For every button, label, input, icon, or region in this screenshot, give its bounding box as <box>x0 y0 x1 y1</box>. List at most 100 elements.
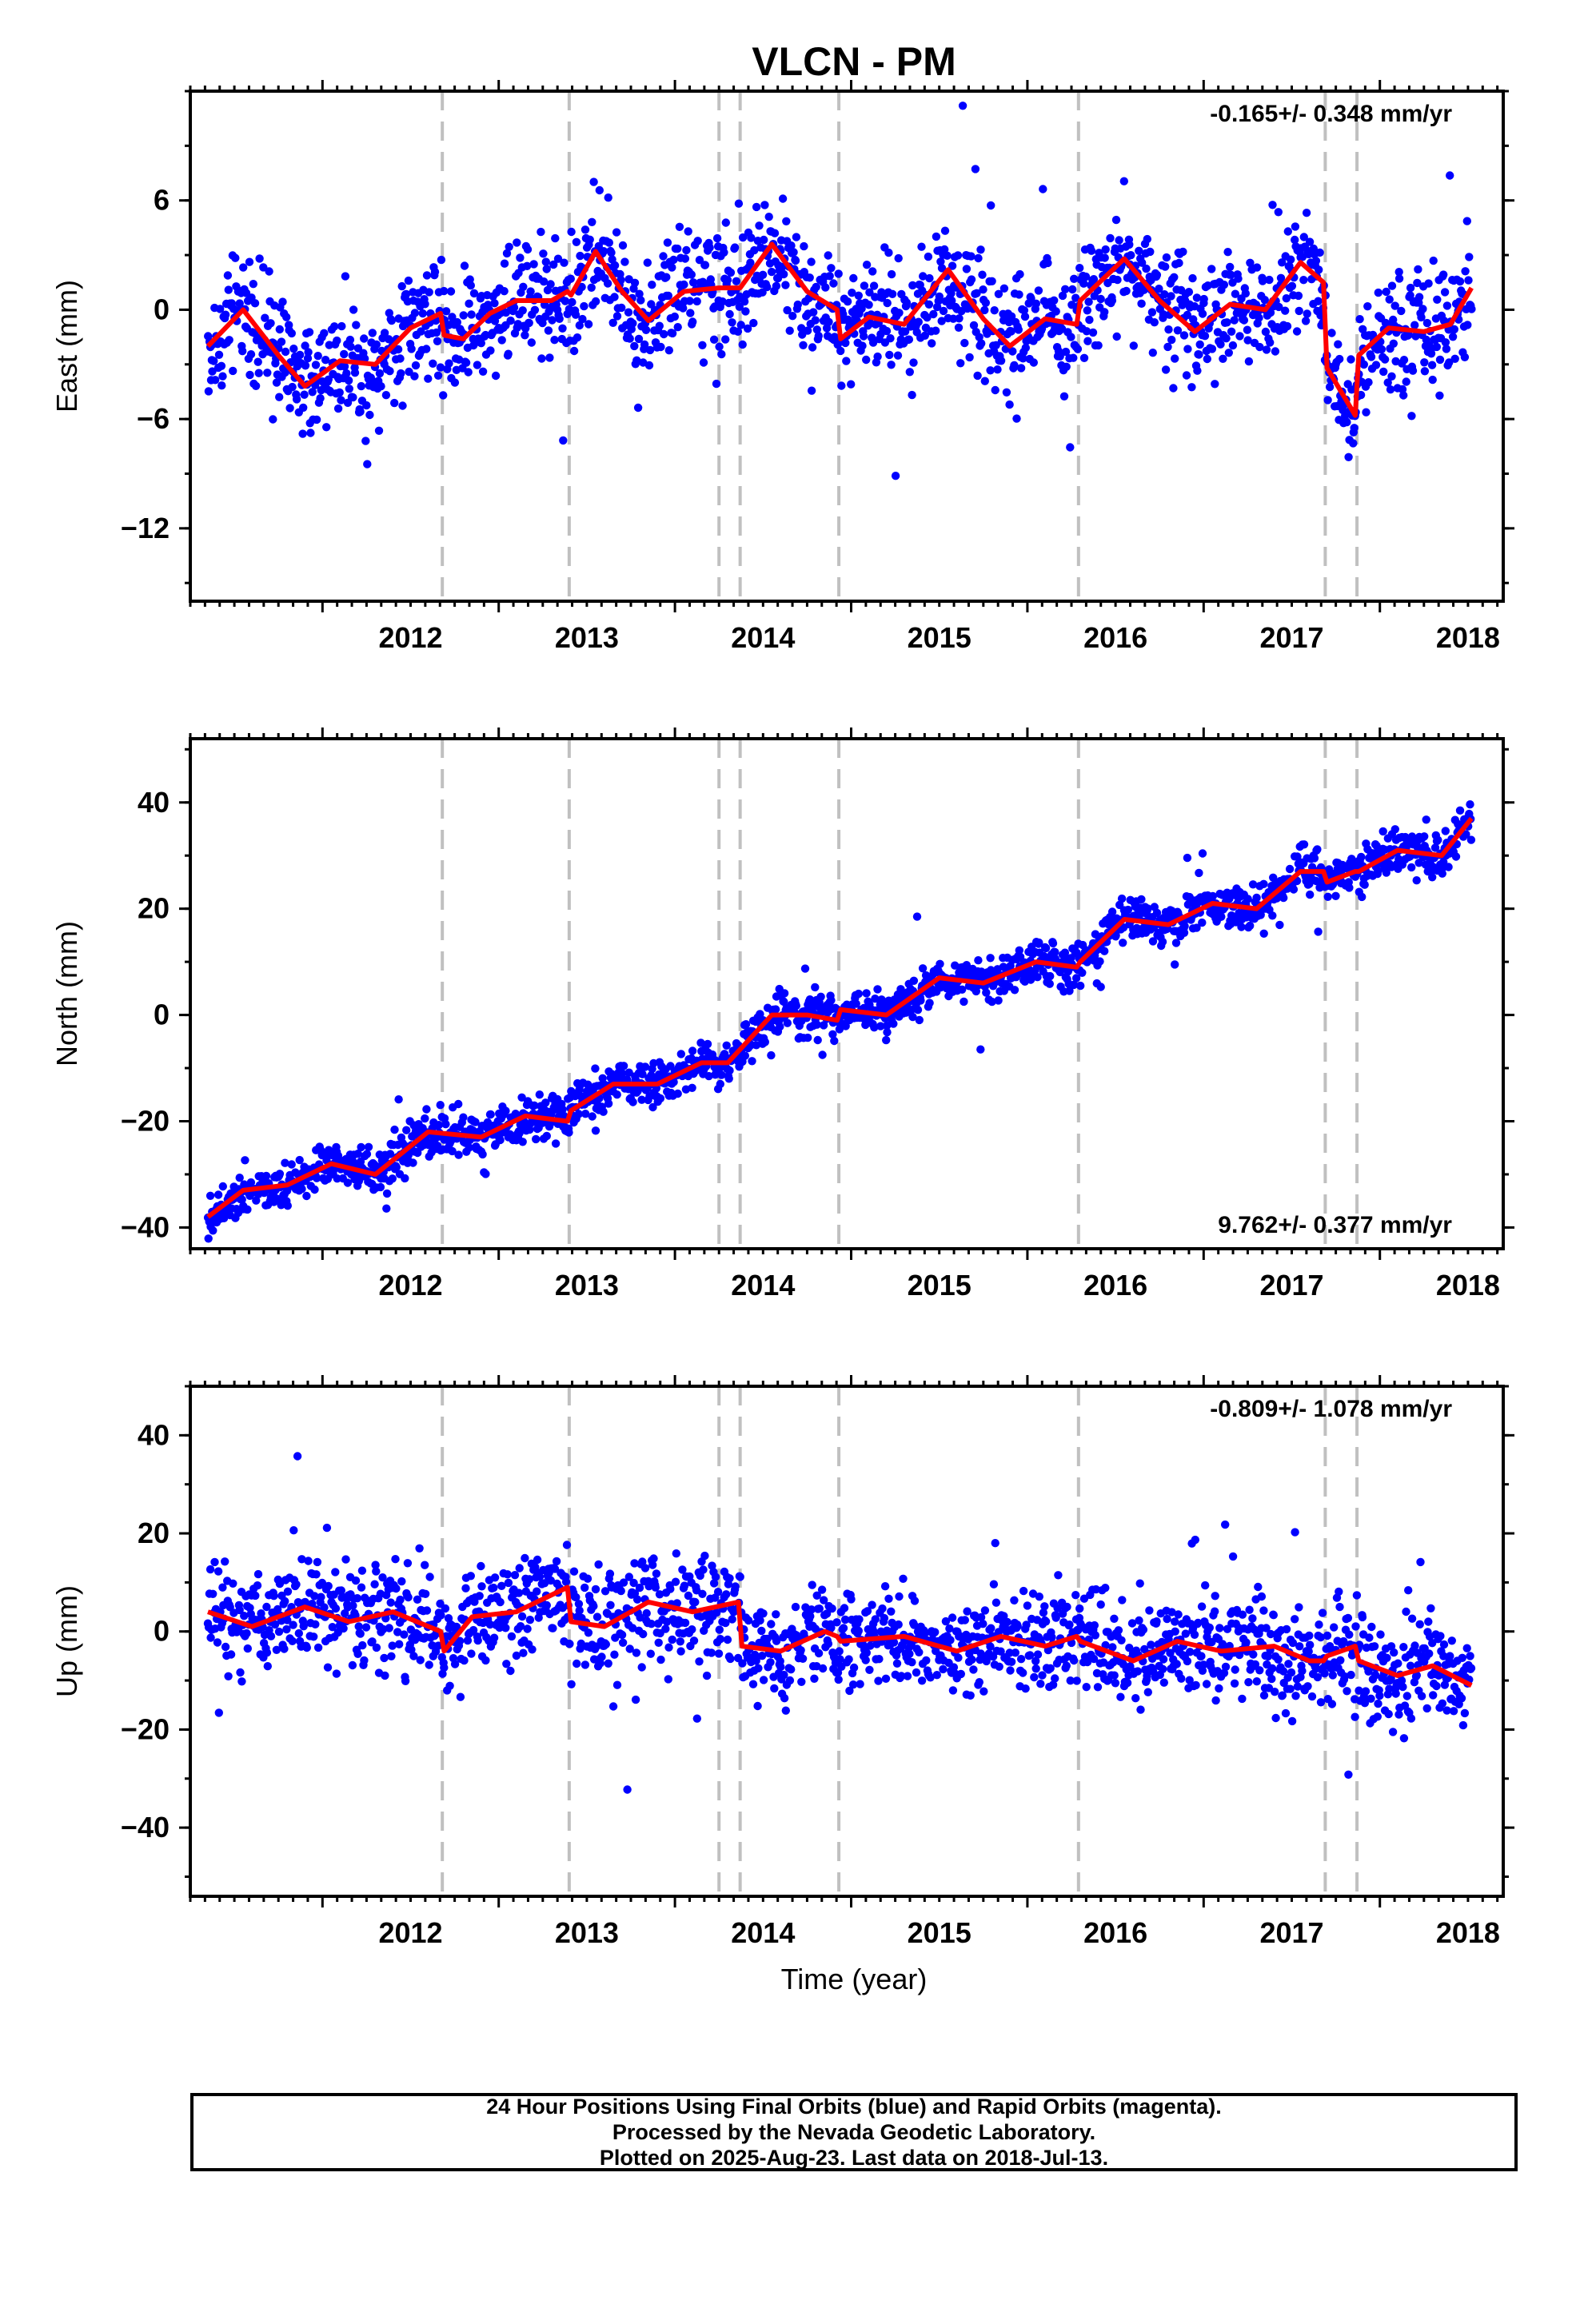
data-point <box>281 348 289 356</box>
data-point <box>1433 296 1441 304</box>
data-point <box>780 1694 788 1702</box>
data-point <box>827 264 835 272</box>
data-point <box>835 269 843 277</box>
data-point <box>1367 353 1375 361</box>
data-point <box>447 287 455 295</box>
data-point <box>369 329 377 337</box>
data-point <box>860 281 868 289</box>
data-point <box>895 309 903 317</box>
data-point <box>915 318 923 326</box>
data-point <box>649 1554 657 1562</box>
data-point <box>491 1573 499 1581</box>
data-point <box>365 411 373 419</box>
data-point <box>1266 338 1274 346</box>
data-point <box>725 1066 733 1074</box>
data-point <box>1021 313 1029 321</box>
data-point <box>407 345 415 353</box>
data-point <box>741 307 749 315</box>
data-point <box>1252 894 1260 902</box>
x-tick-label: 2015 <box>908 1269 972 1302</box>
data-point <box>1043 259 1051 267</box>
data-point <box>800 242 808 250</box>
data-point <box>703 1672 711 1680</box>
data-point <box>218 373 226 381</box>
data-point <box>1372 361 1380 369</box>
data-point <box>630 342 638 350</box>
data-point <box>892 472 900 480</box>
data-point <box>1163 253 1171 261</box>
data-point <box>1087 247 1095 255</box>
data-point <box>289 1620 297 1628</box>
data-point <box>925 274 933 282</box>
data-point <box>524 245 532 253</box>
data-point <box>982 299 990 307</box>
data-point <box>1231 316 1239 324</box>
data-point <box>844 297 852 305</box>
data-point <box>965 353 973 361</box>
data-point <box>992 1599 1000 1607</box>
data-point <box>358 1567 366 1575</box>
data-point <box>479 368 487 376</box>
data-point <box>987 201 995 209</box>
data-point <box>382 391 390 399</box>
data-point <box>888 290 896 298</box>
data-point <box>1415 293 1423 301</box>
data-point <box>390 1126 398 1134</box>
x-tick-label: 2013 <box>555 1269 619 1302</box>
data-point <box>1244 895 1252 903</box>
data-point <box>1097 295 1105 303</box>
data-point <box>632 1696 640 1704</box>
data-point <box>400 1630 408 1638</box>
data-point <box>1167 292 1175 300</box>
data-point <box>592 1585 600 1593</box>
data-point <box>334 405 342 413</box>
data-point <box>1406 284 1414 292</box>
data-point <box>664 292 672 300</box>
data-point <box>727 269 735 277</box>
data-point <box>677 1050 685 1058</box>
data-point <box>467 310 475 318</box>
data-point <box>1240 316 1248 324</box>
data-point <box>1187 383 1195 391</box>
data-point <box>712 380 720 388</box>
data-point <box>1397 307 1405 315</box>
x-tick-label: 2016 <box>1083 621 1147 654</box>
data-point <box>362 1623 370 1631</box>
data-point <box>954 1653 962 1661</box>
data-point <box>1120 177 1128 185</box>
data-point <box>763 283 771 291</box>
data-point <box>1283 322 1291 330</box>
data-point <box>1334 341 1342 349</box>
data-point <box>437 1101 445 1109</box>
y-axis-label: East (mm) <box>50 280 83 413</box>
data-point <box>1395 274 1403 282</box>
data-point <box>855 990 863 998</box>
data-point <box>835 1676 843 1684</box>
data-point <box>685 297 693 305</box>
data-point <box>251 1592 259 1600</box>
data-point <box>1100 947 1108 955</box>
data-point <box>940 307 948 315</box>
data-point <box>925 301 933 309</box>
data-point <box>726 1655 734 1663</box>
data-point <box>936 960 944 968</box>
data-point <box>1161 262 1169 270</box>
data-point <box>1146 248 1154 256</box>
data-point <box>617 1587 625 1595</box>
data-point <box>855 1627 863 1635</box>
data-point <box>887 361 895 369</box>
data-point <box>874 1676 882 1684</box>
data-point <box>1049 939 1057 947</box>
data-point <box>918 1676 926 1684</box>
data-point <box>241 1156 249 1164</box>
data-point <box>1430 257 1438 265</box>
data-point <box>799 341 807 349</box>
data-point <box>903 298 911 306</box>
data-point <box>724 1636 732 1644</box>
data-point <box>688 1084 696 1092</box>
data-point <box>954 251 962 259</box>
data-point <box>715 343 723 351</box>
data-point <box>931 1628 939 1636</box>
data-point <box>215 351 223 359</box>
data-point <box>217 381 225 389</box>
